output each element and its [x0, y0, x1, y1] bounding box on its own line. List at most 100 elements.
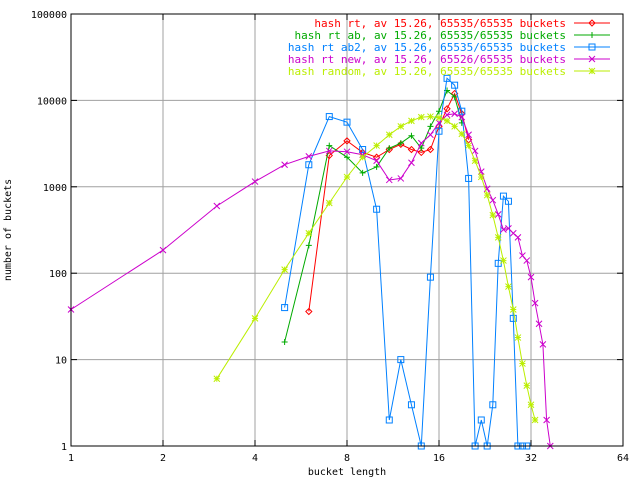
series-3-point: [325, 113, 333, 121]
series-5-point: [435, 114, 443, 122]
series-3-point: [305, 161, 313, 169]
legend-marker-4: [588, 55, 596, 63]
series-1-point: [443, 105, 451, 113]
series-4-point: [535, 320, 543, 328]
series-4-point: [514, 233, 522, 241]
legend: hash rt, av 15.26, 65535/65535 buckets ha…: [288, 17, 610, 78]
series-3-point: [509, 314, 517, 322]
series-5-point: [505, 283, 512, 290]
series-4-point: [539, 341, 547, 348]
series-5-point: [523, 382, 531, 389]
series-4-point: [373, 157, 380, 165]
series-5-point: [343, 173, 351, 181]
series-4-point: [343, 148, 351, 156]
series-4-point: [213, 202, 221, 210]
series-3-point: [343, 118, 351, 126]
series-1-point: [426, 145, 435, 154]
series-1-point: [417, 148, 425, 157]
y-tick-label: 1000: [43, 183, 67, 194]
y-tick-label: 10000: [37, 96, 67, 107]
series-4: [67, 110, 554, 450]
series-3-point: [499, 192, 507, 200]
series-5: [213, 113, 539, 424]
series-3-point: [426, 273, 434, 281]
legend-entry-1: hash rt, av 15.26, 65535/65535 buckets: [314, 17, 566, 30]
series-4-point: [427, 131, 434, 139]
series-4-point: [465, 131, 472, 139]
series-3-point: [443, 74, 451, 82]
series-3-point: [451, 81, 459, 89]
series-4-point: [451, 110, 458, 118]
series-layer: [67, 74, 554, 450]
series-4-point: [251, 178, 259, 185]
series-2-point: [359, 169, 366, 176]
series-4-point: [527, 273, 535, 281]
x-tick-label: 2: [160, 453, 166, 464]
y-tick-label: 100: [49, 269, 67, 280]
series-5-point: [325, 199, 333, 207]
series-5-point: [477, 173, 485, 181]
series-4-point: [483, 185, 491, 193]
series-2-point: [373, 163, 380, 170]
series-4-point: [489, 196, 497, 204]
axis-ticks: 1 2 4 8 16 32 64 1 10 100 1000 10000 100000: [31, 10, 629, 464]
series-2-point: [281, 338, 288, 345]
series-3-point: [504, 197, 512, 205]
legend-marker-2: [589, 32, 595, 38]
series-2-point: [326, 142, 333, 149]
series-1-line: [308, 92, 470, 312]
series-3-point: [281, 304, 289, 312]
series-4-point: [305, 153, 313, 160]
series-4-point: [385, 176, 393, 184]
series-5-point: [483, 191, 491, 199]
series-2-point: [436, 108, 442, 115]
series-2-point: [386, 145, 393, 152]
series-3-point: [407, 401, 415, 409]
series-3-point: [385, 416, 393, 424]
series-4-point: [494, 210, 502, 218]
y-tick-label: 100000: [31, 10, 67, 21]
series-3-point: [435, 127, 443, 135]
series-1-point: [407, 145, 416, 154]
series-5-point: [500, 257, 507, 264]
y-tick-label: 10: [55, 356, 67, 367]
series-4-point: [281, 161, 288, 169]
series-4-point: [397, 175, 405, 182]
series-4-point: [500, 226, 507, 233]
series-3-point: [458, 107, 466, 115]
series-2-point: [427, 123, 434, 130]
series-5-point: [305, 229, 313, 237]
series-2-point: [397, 140, 404, 147]
series-3-point: [465, 174, 473, 182]
series-2-point: [344, 154, 350, 161]
series-5-point: [408, 117, 415, 125]
series-5-point: [385, 131, 393, 139]
x-tick-label: 4: [252, 453, 258, 464]
series-4-point: [417, 139, 425, 147]
legend-marker-1: [588, 19, 596, 27]
series-5-point: [359, 153, 366, 161]
series-5-point: [427, 113, 434, 120]
series-4-point: [543, 416, 550, 424]
legend-entry-4: hash rt new, av 15.26, 65526/65535 bucke…: [288, 53, 566, 66]
series-4-point: [471, 147, 479, 155]
series-4-point: [458, 113, 466, 121]
series-4-point: [477, 168, 485, 175]
x-axis-label: bucket length: [308, 467, 386, 478]
series-4-point: [523, 257, 531, 264]
legend-entry-5: hash random, av 15.26, 65535/65535 bucke…: [288, 65, 566, 78]
x-tick-label: 32: [525, 453, 537, 464]
x-tick-label: 64: [617, 453, 629, 464]
series-3-point: [397, 356, 405, 364]
series-1-point: [343, 137, 351, 145]
series-5-point: [417, 113, 425, 121]
y-axis-label: number of buckets: [3, 179, 14, 281]
y-tick-label: 1: [61, 442, 67, 453]
series-5-point: [489, 211, 497, 219]
series-4-point: [325, 147, 333, 155]
series-5-point: [281, 266, 288, 273]
series-1-point: [305, 307, 313, 316]
legend-entry-3: hash rt ab2, av 15.26, 65535/65535 bucke…: [288, 41, 566, 54]
